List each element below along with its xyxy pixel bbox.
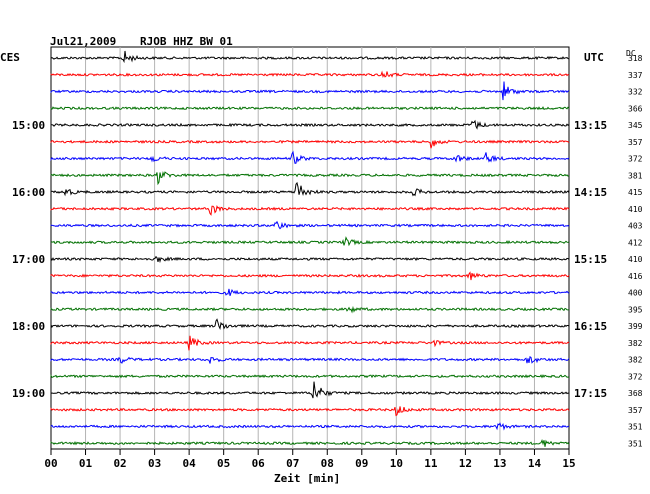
dc-offset-11: 412 bbox=[628, 238, 643, 247]
trace-18 bbox=[50, 355, 570, 364]
x-tick-label-10: 10 bbox=[390, 457, 403, 470]
x-tick-label-12: 12 bbox=[459, 457, 472, 470]
right-hour-label: 15:15 bbox=[574, 253, 607, 266]
trace-20 bbox=[50, 381, 570, 399]
left-hour-label: 18:00 bbox=[12, 320, 45, 333]
dc-offset-9: 410 bbox=[628, 205, 643, 214]
trace-14 bbox=[50, 288, 570, 296]
right-hour-label: 16:15 bbox=[574, 320, 607, 333]
left-hour-label: 17:00 bbox=[12, 253, 45, 266]
trace-21 bbox=[50, 406, 570, 417]
dc-offset-1: 337 bbox=[628, 71, 643, 80]
dc-offset-15: 395 bbox=[628, 305, 643, 314]
trace-15 bbox=[50, 305, 570, 314]
dc-offset-23: 351 bbox=[628, 439, 643, 448]
x-tick-label-1: 01 bbox=[79, 457, 93, 470]
dc-offset-10: 403 bbox=[628, 222, 643, 231]
left-timezone-label: CES bbox=[0, 51, 20, 64]
dc-offset-17: 382 bbox=[628, 339, 643, 348]
trace-9 bbox=[50, 205, 570, 216]
x-tick-label-4: 04 bbox=[183, 457, 197, 470]
x-tick-label-8: 08 bbox=[321, 457, 334, 470]
x-tick-label-11: 11 bbox=[424, 457, 438, 470]
trace-5 bbox=[50, 139, 570, 149]
dc-offset-6: 372 bbox=[628, 155, 643, 164]
trace-13 bbox=[50, 271, 570, 281]
dc-offset-0: 318 bbox=[628, 54, 643, 63]
left-hour-label: 19:00 bbox=[12, 387, 45, 400]
dc-offset-18: 382 bbox=[628, 356, 643, 365]
x-tick-label-15: 15 bbox=[562, 457, 575, 470]
trace-6 bbox=[50, 150, 570, 164]
x-tick-label-2: 02 bbox=[113, 457, 126, 470]
right-hour-label: 17:15 bbox=[574, 387, 607, 400]
trace-11 bbox=[50, 236, 570, 247]
x-tick-label-13: 13 bbox=[493, 457, 506, 470]
trace-1 bbox=[50, 70, 570, 79]
right-hour-label: 14:15 bbox=[574, 186, 607, 199]
trace-10 bbox=[50, 220, 570, 230]
plot-frame bbox=[50, 46, 570, 450]
dc-offset-13: 416 bbox=[628, 272, 643, 281]
trace-16 bbox=[50, 318, 570, 330]
dc-offset-2: 332 bbox=[628, 88, 643, 97]
trace-3 bbox=[50, 106, 570, 111]
x-tick-label-3: 03 bbox=[148, 457, 161, 470]
dc-offset-14: 400 bbox=[628, 289, 643, 298]
x-tick-label-9: 09 bbox=[355, 457, 368, 470]
right-timezone-label: UTC bbox=[584, 51, 604, 64]
trace-19 bbox=[50, 374, 570, 379]
left-hour-label: 16:00 bbox=[12, 186, 45, 199]
trace-2 bbox=[50, 81, 570, 101]
trace-0 bbox=[50, 50, 570, 64]
trace-22 bbox=[50, 422, 570, 431]
x-tick-label-0: 00 bbox=[44, 457, 57, 470]
dc-offset-4: 345 bbox=[628, 121, 643, 130]
dc-offset-19: 372 bbox=[628, 372, 643, 381]
x-axis-label: Zeit [min] bbox=[274, 472, 341, 485]
dc-offset-22: 351 bbox=[628, 423, 643, 432]
trace-8 bbox=[50, 181, 570, 197]
dc-offset-16: 399 bbox=[628, 322, 643, 331]
trace-12 bbox=[50, 255, 570, 264]
right-hour-label: 13:15 bbox=[574, 119, 607, 132]
trace-7 bbox=[50, 170, 570, 186]
dc-offset-8: 415 bbox=[628, 188, 643, 197]
dc-offset-20: 368 bbox=[628, 389, 643, 398]
dc-offset-3: 366 bbox=[628, 104, 643, 113]
x-tick-label-14: 14 bbox=[528, 457, 542, 470]
x-tick-label-5: 05 bbox=[217, 457, 230, 470]
left-hour-label: 15:00 bbox=[12, 119, 45, 132]
date-label: Jul21,2009 bbox=[50, 35, 117, 48]
dc-header-label: DC bbox=[626, 49, 636, 58]
dc-offset-21: 357 bbox=[628, 406, 643, 415]
dc-offset-5: 357 bbox=[628, 138, 643, 147]
x-tick-label-6: 06 bbox=[252, 457, 266, 470]
dc-offset-7: 381 bbox=[628, 171, 643, 180]
trace-4 bbox=[50, 119, 570, 130]
x-tick-label-7: 07 bbox=[286, 457, 299, 470]
trace-17 bbox=[50, 335, 570, 351]
station-label: RJOB HHZ BW 01 bbox=[140, 35, 233, 48]
trace-23 bbox=[50, 438, 570, 447]
dc-offset-12: 410 bbox=[628, 255, 643, 264]
